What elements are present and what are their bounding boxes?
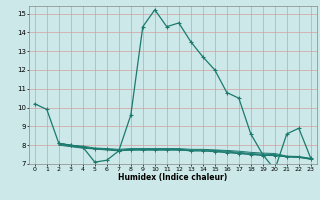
X-axis label: Humidex (Indice chaleur): Humidex (Indice chaleur)	[118, 173, 228, 182]
